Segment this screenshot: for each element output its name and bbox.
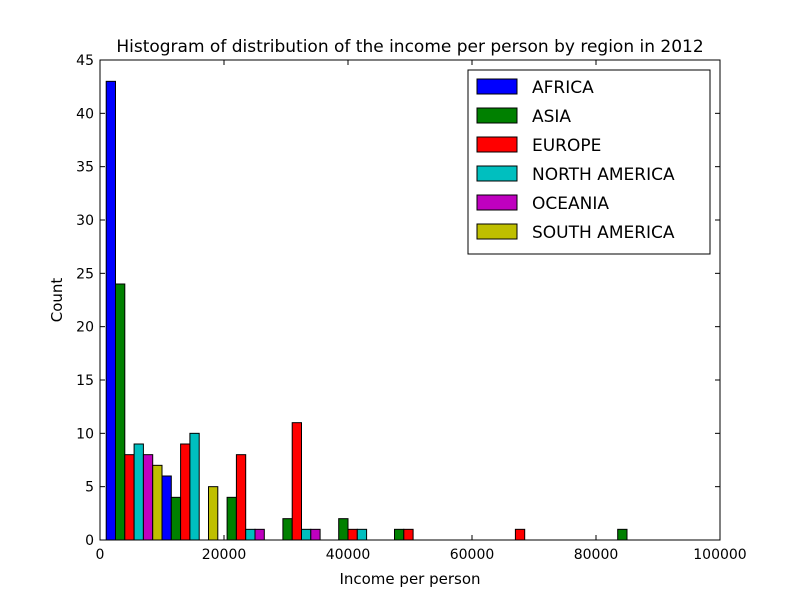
bar-europe-bin-1 (180, 443, 191, 541)
y-tick-label: 0 (85, 533, 94, 549)
x-tick-label: 20000 (202, 547, 247, 563)
legend-label-europe: EUROPE (532, 136, 601, 156)
x-tick-label: 0 (96, 547, 105, 563)
legend-label-asia: ASIA (532, 107, 571, 127)
legend-swatch-asia (476, 107, 518, 124)
axes-layer: 0 20000 40000 60000 80000 100000 0 5 10 15 20 25 30 3… (76, 53, 747, 563)
y-tick-label: 5 (85, 480, 94, 496)
x-tick-label: 100000 (693, 547, 746, 563)
y-tick-label: 30 (76, 213, 94, 229)
bar-oceania-bin-3 (310, 528, 321, 541)
x-tick-label: 60000 (450, 547, 495, 563)
bar-north-america-bin-0 (133, 443, 144, 541)
y-tick-label: 25 (76, 266, 94, 282)
y-tick-label: 15 (76, 373, 94, 389)
legend-label-africa: AFRICA (532, 78, 594, 98)
bar-asia-bin-5 (394, 528, 405, 541)
bar-africa-bin-0 (105, 80, 116, 541)
bar-north-america-bin-3 (301, 528, 312, 541)
y-tick-label: 20 (76, 320, 94, 336)
legend: AFRICA ASIA EUROPE NORTH AMERICA OCEANIA SOUT… (467, 69, 711, 255)
bar-europe-bin-0 (124, 454, 135, 541)
y-tick-label: 40 (76, 106, 94, 122)
bar-oceania-bin-2 (254, 528, 265, 541)
legend-swatch-south-america (476, 223, 518, 240)
legend-label-oceania: OCEANIA (532, 194, 609, 214)
bar-asia-bin-3 (282, 518, 293, 541)
bar-south-america-bin-0 (152, 464, 163, 541)
bar-asia-bin-2 (226, 496, 237, 541)
bar-north-america-bin-1 (189, 432, 200, 541)
legend-swatch-oceania (476, 194, 518, 211)
bar-africa-bin-1 (161, 475, 172, 541)
x-axis-label: Income per person (339, 570, 480, 588)
x-tick-label: 80000 (574, 547, 619, 563)
bar-asia-bin-9 (617, 528, 628, 541)
chart-title: Histogram of distribution of the income … (116, 37, 703, 57)
x-tick-label: 40000 (326, 547, 371, 563)
y-axis-label: Count (48, 278, 66, 323)
bar-europe-bin-2 (235, 454, 247, 541)
y-tick-label: 10 (76, 426, 94, 442)
bar-south-america-bin-1 (208, 486, 219, 541)
legend-box (467, 69, 711, 255)
bar-north-america-bin-4 (356, 528, 368, 541)
bar-europe-bin-4 (347, 528, 358, 541)
bar-asia-bin-0 (115, 283, 126, 541)
bars-layer (105, 80, 628, 541)
bar-asia-bin-1 (170, 496, 182, 541)
legend-swatch-africa (476, 78, 518, 95)
bar-asia-bin-4 (338, 518, 349, 541)
legend-swatch-north-america (476, 165, 518, 182)
y-tick-label: 35 (76, 160, 94, 176)
legend-label-north-america: NORTH AMERICA (532, 165, 675, 185)
bar-north-america-bin-2 (245, 528, 256, 541)
y-tick-label: 45 (76, 53, 94, 69)
legend-label-south-america: SOUTH AMERICA (532, 223, 675, 243)
plot-frame (99, 59, 721, 541)
bar-oceania-bin-0 (142, 454, 154, 541)
bar-europe-bin-5 (403, 528, 414, 541)
bar-europe-bin-3 (291, 422, 303, 541)
legend-swatch-europe (476, 136, 518, 153)
bar-europe-bin-7 (514, 528, 526, 541)
